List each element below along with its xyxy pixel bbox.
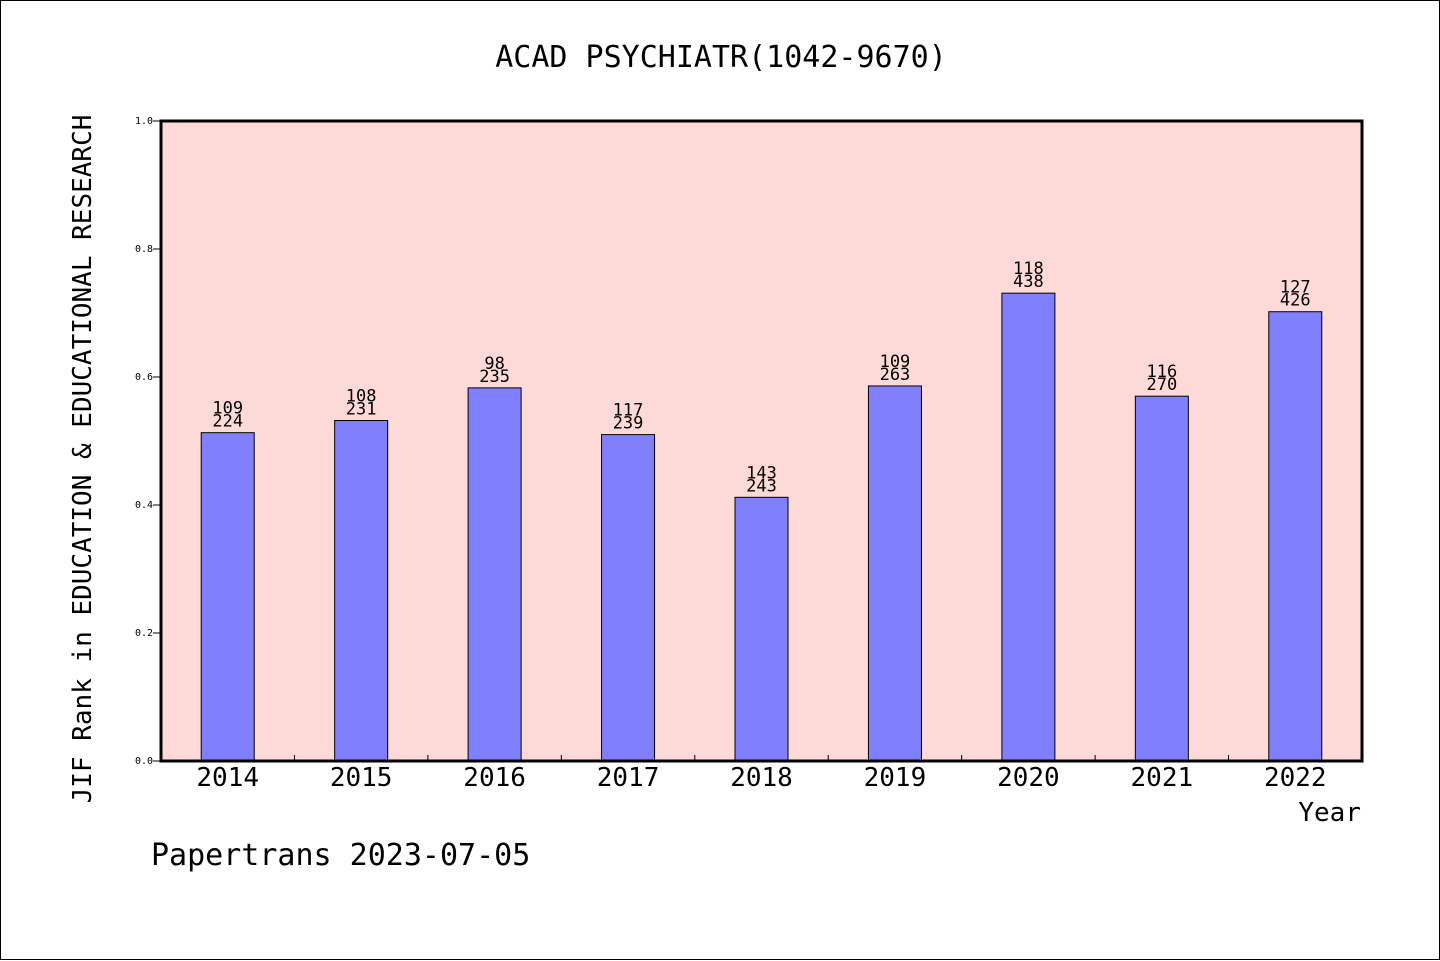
total-label: 239 <box>613 414 644 434</box>
x-tick-label: 2021 <box>1131 763 1194 793</box>
total-label: 235 <box>479 367 510 387</box>
y-tick-label: 0.0 <box>135 756 153 767</box>
rank-label: 116 <box>1146 362 1177 382</box>
y-tick-label: 0.4 <box>135 500 153 511</box>
bar <box>601 434 656 762</box>
x-axis-title: Year <box>1298 798 1361 828</box>
rank-label: 117 <box>613 401 644 421</box>
total-label: 438 <box>1013 272 1044 292</box>
total-label: 243 <box>746 476 777 496</box>
rank-label: 109 <box>212 399 243 419</box>
bar <box>467 387 522 762</box>
rank-label: 109 <box>880 352 911 372</box>
bar <box>867 385 922 762</box>
x-tick-label: 2022 <box>1264 763 1327 793</box>
y-tick-label: 1.0 <box>135 116 153 127</box>
total-label: 270 <box>1146 375 1177 395</box>
bar <box>1001 292 1056 762</box>
x-tick-label: 2014 <box>196 763 259 793</box>
y-tick-label: 0.8 <box>135 244 153 255</box>
bar <box>200 432 255 762</box>
rank-label: 143 <box>746 463 777 483</box>
y-axis: 0.0 0.2 0.4 0.6 0.8 1.0 <box>135 116 161 767</box>
rank-label: 127 <box>1280 278 1311 298</box>
y-tick-label: 0.2 <box>135 628 153 639</box>
x-tick-label: 2017 <box>597 763 660 793</box>
x-tick-label: 2018 <box>730 763 793 793</box>
bar <box>334 420 389 762</box>
x-tick-label: 2020 <box>997 763 1060 793</box>
data-labels: 1092241082319823511723914324310926311843… <box>212 259 1310 496</box>
rank-label: 108 <box>346 387 377 407</box>
x-tick-label: 2019 <box>864 763 927 793</box>
x-tick-label: 2016 <box>463 763 526 793</box>
x-tick-label: 2015 <box>330 763 393 793</box>
total-label: 263 <box>880 365 911 385</box>
bar <box>1268 311 1323 762</box>
y-axis-title: JIF Rank in EDUCATION & EDUCATIONAL RESE… <box>68 115 98 804</box>
total-label: 224 <box>212 412 243 432</box>
chart-title: ACAD PSYCHIATR(1042-9670) <box>495 40 947 75</box>
y-tick-label: 0.6 <box>135 372 153 383</box>
footer-credit: Papertrans 2023-07-05 <box>151 838 530 873</box>
rank-label: 98 <box>484 354 504 374</box>
plot-border <box>159 119 1364 763</box>
bar <box>734 496 789 762</box>
bar <box>1134 395 1189 762</box>
rank-label: 118 <box>1013 259 1044 279</box>
x-axis: 2014 2015 2016 2017 2018 2019 2020 2021 2022 <box>196 755 1327 793</box>
total-label: 426 <box>1280 291 1311 311</box>
bars <box>200 292 1323 762</box>
total-label: 231 <box>346 400 377 420</box>
